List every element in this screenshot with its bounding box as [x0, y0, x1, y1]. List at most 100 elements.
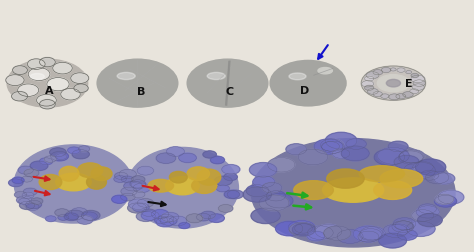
Ellipse shape	[374, 149, 405, 165]
Ellipse shape	[197, 169, 221, 185]
Ellipse shape	[124, 76, 137, 84]
Ellipse shape	[381, 68, 391, 73]
Text: E: E	[405, 79, 413, 89]
Ellipse shape	[187, 167, 210, 180]
Ellipse shape	[105, 64, 166, 100]
Ellipse shape	[133, 183, 150, 193]
Ellipse shape	[161, 212, 179, 222]
Ellipse shape	[381, 94, 389, 98]
Ellipse shape	[78, 163, 103, 178]
Ellipse shape	[322, 178, 383, 202]
Ellipse shape	[293, 75, 312, 86]
Ellipse shape	[36, 94, 56, 106]
Ellipse shape	[379, 233, 407, 248]
Ellipse shape	[191, 178, 217, 194]
Ellipse shape	[39, 100, 55, 109]
Ellipse shape	[187, 59, 268, 107]
Ellipse shape	[97, 59, 178, 107]
Ellipse shape	[400, 149, 425, 163]
Ellipse shape	[132, 191, 145, 198]
Ellipse shape	[53, 62, 72, 74]
Ellipse shape	[378, 147, 409, 164]
Ellipse shape	[51, 151, 68, 161]
Ellipse shape	[406, 221, 435, 236]
Ellipse shape	[78, 146, 90, 152]
Ellipse shape	[14, 145, 133, 223]
Ellipse shape	[358, 231, 379, 242]
Ellipse shape	[114, 176, 127, 182]
Ellipse shape	[82, 212, 97, 220]
Ellipse shape	[295, 224, 312, 233]
Ellipse shape	[158, 214, 174, 223]
Ellipse shape	[31, 198, 43, 204]
Ellipse shape	[227, 190, 244, 199]
Ellipse shape	[39, 158, 53, 165]
Ellipse shape	[87, 175, 106, 189]
Ellipse shape	[192, 62, 260, 103]
Circle shape	[361, 66, 426, 100]
Ellipse shape	[74, 84, 88, 92]
Ellipse shape	[346, 139, 366, 149]
Ellipse shape	[28, 68, 50, 81]
Ellipse shape	[128, 199, 148, 209]
Text: D: D	[300, 86, 309, 97]
Ellipse shape	[224, 173, 237, 180]
Ellipse shape	[393, 218, 416, 230]
Ellipse shape	[112, 195, 127, 203]
Ellipse shape	[307, 231, 325, 241]
Ellipse shape	[206, 71, 239, 91]
Ellipse shape	[142, 209, 155, 216]
Ellipse shape	[324, 226, 351, 240]
Ellipse shape	[124, 181, 142, 191]
Ellipse shape	[127, 147, 238, 228]
Ellipse shape	[288, 220, 315, 235]
Ellipse shape	[71, 73, 89, 83]
Ellipse shape	[26, 200, 42, 209]
Ellipse shape	[318, 68, 332, 74]
Ellipse shape	[179, 223, 190, 229]
Ellipse shape	[253, 176, 274, 187]
Ellipse shape	[251, 208, 280, 224]
Ellipse shape	[160, 216, 177, 225]
Ellipse shape	[353, 226, 383, 242]
Ellipse shape	[127, 78, 133, 82]
Ellipse shape	[82, 210, 100, 220]
Ellipse shape	[426, 171, 449, 184]
Ellipse shape	[102, 62, 170, 103]
Ellipse shape	[156, 153, 176, 163]
Ellipse shape	[12, 177, 24, 183]
Ellipse shape	[18, 166, 33, 174]
Ellipse shape	[404, 162, 436, 179]
Ellipse shape	[285, 70, 323, 93]
Ellipse shape	[288, 72, 319, 91]
Ellipse shape	[137, 211, 155, 222]
Ellipse shape	[360, 227, 385, 240]
Ellipse shape	[66, 210, 84, 220]
Ellipse shape	[327, 169, 364, 188]
Ellipse shape	[397, 230, 417, 240]
Ellipse shape	[30, 74, 45, 79]
Ellipse shape	[438, 191, 464, 204]
Ellipse shape	[435, 195, 456, 207]
Ellipse shape	[155, 216, 168, 224]
Ellipse shape	[366, 72, 379, 79]
Ellipse shape	[410, 89, 419, 94]
Ellipse shape	[9, 179, 23, 186]
Ellipse shape	[403, 92, 413, 97]
Ellipse shape	[289, 73, 306, 80]
Ellipse shape	[275, 64, 338, 102]
Ellipse shape	[395, 221, 413, 230]
Ellipse shape	[119, 169, 136, 179]
Ellipse shape	[132, 203, 149, 212]
Ellipse shape	[315, 224, 342, 238]
Ellipse shape	[46, 216, 56, 222]
Ellipse shape	[121, 187, 137, 196]
Ellipse shape	[435, 194, 454, 204]
Ellipse shape	[298, 149, 328, 165]
Ellipse shape	[397, 68, 405, 72]
Ellipse shape	[420, 170, 439, 180]
Ellipse shape	[308, 226, 333, 240]
Ellipse shape	[201, 211, 215, 219]
Ellipse shape	[243, 187, 272, 202]
Ellipse shape	[166, 177, 199, 195]
